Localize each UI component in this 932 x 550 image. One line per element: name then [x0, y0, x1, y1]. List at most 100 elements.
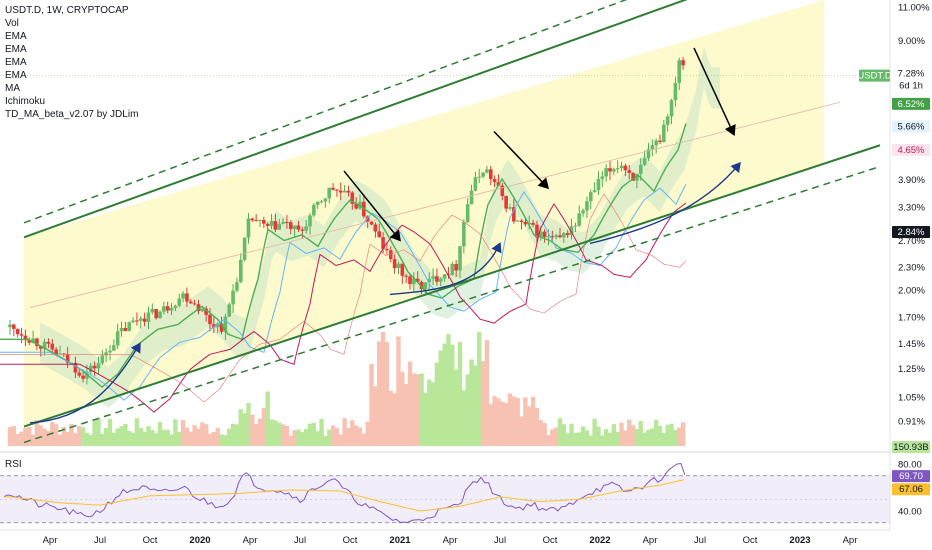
candle: [542, 229, 547, 243]
volume-bar: [380, 331, 386, 446]
time-axis[interactable]: Apr Jul Oct 2020 Apr Jul Oct 2021 Apr Jul Oct 2022 A…: [0, 529, 890, 546]
volume-bar: [180, 420, 186, 446]
candle: [642, 150, 647, 167]
volume-bar: [250, 414, 255, 446]
volume-bar: [7, 427, 13, 446]
volume-bar: [661, 432, 667, 446]
volume-bar: [657, 425, 663, 446]
candle: [38, 345, 43, 357]
volume-bar: [615, 431, 620, 446]
time-tick-label: Apr: [243, 535, 258, 546]
legend-study-ema-2[interactable]: EMA: [5, 44, 27, 55]
price-tick-label: 11.00%: [898, 3, 930, 14]
candle: [596, 171, 601, 196]
volume-bar: [384, 342, 390, 446]
volume-bar: [396, 336, 401, 446]
candle: [519, 219, 524, 230]
rsi-pane[interactable]: [0, 451, 890, 524]
moving-averages: [0, 123, 687, 413]
price-tick-label: 1.25%: [898, 364, 925, 375]
volume-bar: [38, 425, 43, 446]
price-tick-label: 3.90%: [898, 175, 925, 186]
candle: [315, 201, 320, 209]
candle: [558, 227, 562, 239]
candle: [512, 199, 516, 224]
candle: [100, 349, 105, 365]
candle: [508, 203, 512, 211]
candle: [488, 165, 493, 186]
volume-bar: [530, 396, 536, 446]
rsi-legend[interactable]: RSI: [5, 459, 22, 470]
volume-bar: [669, 423, 674, 446]
volume-bar: [73, 433, 78, 446]
rsi-line: [3, 462, 686, 524]
price-axis[interactable]: 11.00% 9.00% 3.90% 3.30% 2.70% 2.30% 2.00% 1.70…: [889, 0, 930, 530]
volume-bar: [342, 418, 347, 446]
volume-bar: [138, 427, 143, 446]
candle: [292, 225, 297, 238]
volume-bar: [238, 409, 243, 446]
candle: [412, 272, 416, 293]
volume-bar: [350, 420, 355, 446]
volume-bar: [146, 426, 151, 446]
candle: [258, 219, 262, 227]
candle: [431, 268, 435, 286]
candle: [300, 226, 305, 239]
candle: [450, 261, 455, 276]
candle: [204, 306, 208, 322]
volume-bar: [473, 365, 478, 446]
volume-bar: [546, 435, 551, 446]
candle: [138, 316, 143, 329]
volume-bar: [550, 429, 555, 446]
channel-upper-dashed: [23, 0, 628, 224]
legend-study-td-ma[interactable]: TD_MA_beta_v2.07 by JDLim: [5, 109, 139, 120]
legend-study-ema-1[interactable]: EMA: [5, 31, 27, 42]
channel-lower-line: [23, 144, 881, 428]
candle: [465, 198, 470, 223]
volume-bar: [353, 425, 359, 446]
td-ma-line: [0, 123, 687, 389]
legend-study-vol[interactable]: Vol: [5, 18, 19, 29]
volume-bar: [519, 416, 524, 446]
ema-blue-badge: 5.66%: [892, 120, 930, 133]
volume-bar: [484, 339, 490, 446]
candle: [623, 163, 628, 177]
time-tick-label: 2021: [389, 535, 411, 546]
annotation-arrows[interactable]: [29, 47, 741, 424]
volume-bar: [19, 431, 24, 446]
volume-bar: [377, 341, 382, 446]
candle: [135, 312, 139, 326]
volume-bar: [477, 331, 482, 446]
candle: [435, 268, 439, 286]
candle: [442, 274, 447, 282]
candle: [350, 190, 355, 210]
volume-bar: [119, 426, 124, 446]
legend-study-ema-3[interactable]: EMA: [5, 57, 27, 68]
volume-bar: [196, 428, 201, 446]
volume-bar: [596, 426, 601, 446]
candle: [96, 356, 101, 375]
volume-bar: [192, 425, 197, 446]
time-tick-label: Apr: [443, 535, 458, 546]
candle: [62, 353, 66, 358]
volume-bar: [653, 419, 659, 446]
legend-study-ema-4[interactable]: EMA: [5, 70, 27, 81]
up-arrow-3: [589, 161, 741, 245]
legend-study-ichimoku[interactable]: Ichimoku: [5, 96, 46, 107]
legend-study-ma[interactable]: MA: [5, 83, 20, 94]
volume-bar: [646, 429, 651, 446]
channel-lines[interactable]: [23, 0, 881, 444]
volume-bar: [538, 420, 543, 446]
volume-bar: [277, 422, 282, 446]
legend-title[interactable]: USDT.D, 1W, CRYPTOCAP: [5, 5, 129, 16]
volume-bar: [173, 419, 178, 446]
volume-bar: [230, 423, 236, 446]
volume-bar: [315, 431, 320, 446]
volume-bar: [577, 432, 582, 446]
candle: [604, 164, 608, 182]
time-tick-label: 2023: [789, 535, 810, 546]
candle: [319, 199, 324, 204]
candle: [119, 321, 124, 337]
candle: [154, 308, 158, 320]
